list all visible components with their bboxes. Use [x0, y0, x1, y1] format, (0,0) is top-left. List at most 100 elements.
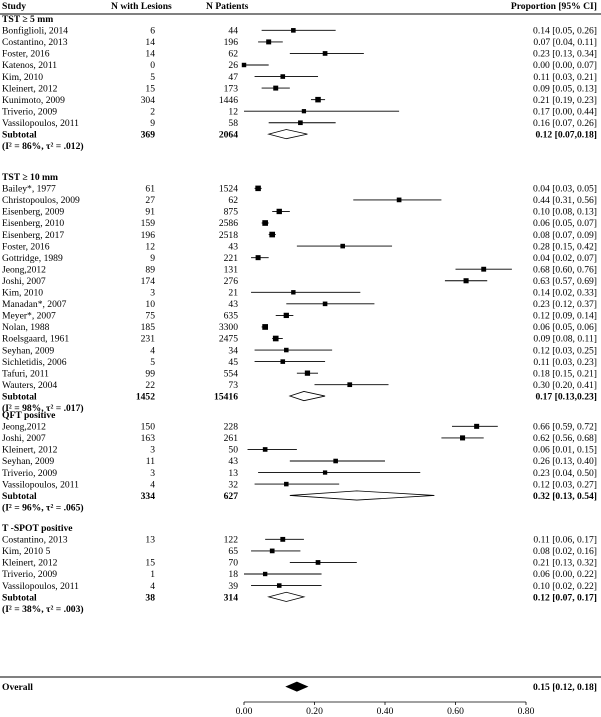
study-name: Nolan, 1988 — [2, 322, 50, 333]
point-estimate — [262, 220, 268, 226]
study-name: Eisenberg, 2010 — [2, 218, 64, 229]
study-patients: 43 — [228, 241, 238, 252]
study-lesions: 3 — [150, 468, 155, 479]
point-estimate — [262, 447, 268, 452]
study-patients: 261 — [224, 433, 239, 444]
study-name: Costantino, 2013 — [2, 535, 68, 546]
study-lesions: 174 — [141, 276, 156, 287]
study-name: Seyhan, 2009 — [2, 456, 54, 467]
study-patients: 276 — [224, 276, 239, 287]
study-name: Jeong,2012 — [2, 264, 46, 275]
study-patients: 58 — [228, 118, 238, 129]
point-estimate — [241, 62, 247, 68]
study-patients: 3300 — [219, 322, 238, 333]
study-name: Kleinert, 2012 — [2, 558, 58, 569]
study-lesions: 159 — [141, 218, 156, 229]
study-ci-text: 0.23 [0.12, 0.37] — [533, 299, 597, 310]
study-lesions: 5 — [150, 72, 155, 83]
study-patients: 47 — [228, 72, 238, 83]
study-lesions: 22 — [145, 380, 155, 391]
study-patients: 39 — [228, 581, 238, 592]
study-patients: 131 — [224, 264, 239, 275]
study-lesions: 196 — [141, 230, 156, 241]
study-ci-text: 0.23 [0.13, 0.34] — [533, 49, 597, 60]
study-patients: 12 — [228, 106, 238, 117]
study-patients: 1524 — [219, 184, 238, 195]
subtotal-ci-text: 0.12 [0.07, 0.17] — [533, 592, 597, 603]
study-name: Kim, 2010 — [2, 288, 43, 299]
point-estimate — [304, 370, 311, 376]
study-ci-text: 0.30 [0.20, 0.41] — [533, 380, 597, 391]
study-name: Joshi, 2007 — [2, 276, 46, 287]
study-ci-text: 0.62 [0.56, 0.68] — [533, 433, 597, 444]
subtotal-ci-text: 0.12 [0.07,0.18] — [535, 130, 597, 141]
point-estimate — [266, 39, 272, 45]
study-ci-text: 0.23 [0.04, 0.50] — [533, 468, 597, 479]
group-title: TST ≥ 10 mm — [2, 172, 58, 183]
x-tick-label: 0.00 — [236, 706, 253, 717]
study-ci-text: 0.18 [0.15, 0.21] — [533, 368, 597, 379]
study-lesions: 3 — [150, 445, 155, 456]
point-estimate — [291, 28, 296, 33]
subtotal-label: Subtotal — [2, 491, 37, 502]
study-lesions: 27 — [145, 195, 155, 206]
study-ci-text: 0.08 [0.07, 0.09] — [533, 230, 597, 241]
study-name: Kunimoto, 2009 — [2, 95, 65, 106]
study-name: Foster, 2016 — [2, 241, 50, 252]
point-estimate — [474, 423, 480, 429]
study-name: Costantino, 2013 — [2, 37, 68, 48]
study-ci-text: 0.14 [0.05, 0.26] — [533, 26, 597, 37]
study-ci-text: 0.09 [0.08, 0.11] — [533, 334, 597, 345]
point-estimate — [463, 278, 469, 284]
subtotal-diamond — [289, 490, 435, 501]
study-ci-text: 0.17 [0.00, 0.44] — [533, 106, 597, 117]
point-estimate — [255, 185, 261, 192]
study-name: Katenos, 2011 — [2, 60, 57, 71]
point-estimate — [322, 301, 328, 307]
point-estimate — [460, 435, 466, 441]
overall-ci-text: 0.15 [0.12, 0.18] — [533, 682, 597, 693]
group-title: TST ≥ 5 mm — [2, 14, 53, 25]
x-tick-label: 0.60 — [447, 706, 464, 717]
study-patients: 2475 — [219, 334, 238, 345]
point-estimate — [301, 109, 307, 114]
study-ci-text: 0.11 [0.03, 0.21] — [533, 72, 597, 83]
study-ci-text: 0.00 [0.00, 0.07] — [533, 60, 597, 71]
subtotal-patients: 15416 — [214, 391, 238, 402]
study-lesions: 15 — [145, 558, 155, 569]
study-lesions: 14 — [145, 37, 155, 48]
study-name: Jeong,2012 — [2, 422, 46, 433]
point-estimate — [298, 120, 303, 126]
group-title: T -SPOT positive — [2, 523, 73, 534]
subtotal-lesions: 369 — [141, 130, 156, 141]
study-ci-text: 0.12 [0.03, 0.25] — [533, 345, 597, 356]
study-name: Tafuri, 2011 — [2, 368, 49, 379]
study-patients: 18 — [228, 569, 238, 580]
x-tick-label: 0.80 — [518, 706, 535, 717]
study-lesions: 9 — [150, 253, 155, 264]
study-lesions: 13 — [145, 535, 155, 546]
study-ci-text: 0.66 [0.59, 0.72] — [533, 422, 597, 433]
study-patients: 62 — [228, 49, 238, 60]
study-lesions: 5 — [150, 357, 155, 368]
study-lesions: 1 — [150, 569, 155, 580]
study-name: Kim, 2010 5 — [2, 546, 50, 557]
point-estimate — [340, 243, 345, 249]
study-name: Manadan*, 2007 — [2, 299, 67, 310]
study-ci-text: 0.21 [0.13, 0.32] — [533, 558, 597, 569]
study-patients: 45 — [228, 357, 238, 368]
study-name: Joshi, 2007 — [2, 433, 46, 444]
study-patients: 13 — [228, 468, 238, 479]
point-estimate — [276, 208, 282, 215]
study-name: Foster, 2016 — [2, 49, 50, 60]
subtotal-lesions: 38 — [145, 592, 155, 603]
point-estimate — [280, 359, 286, 364]
study-patients: 196 — [224, 37, 239, 48]
study-ci-text: 0.68 [0.60, 0.76] — [533, 264, 597, 275]
study-lesions: 9 — [150, 118, 155, 129]
point-estimate — [322, 51, 328, 56]
study-name: Meyer*, 2007 — [2, 311, 56, 322]
study-name: Triverio, 2009 — [2, 106, 57, 117]
study-lesions: 89 — [145, 264, 155, 275]
